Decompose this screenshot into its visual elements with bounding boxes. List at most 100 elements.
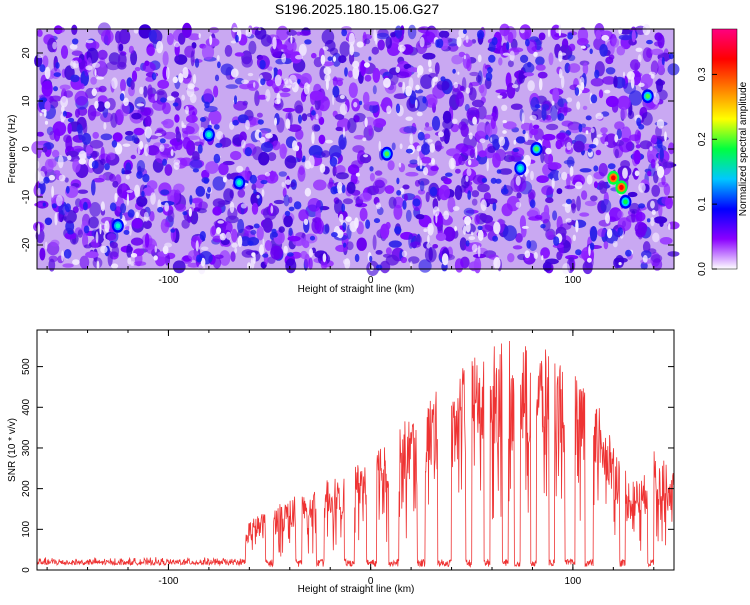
heatmap-cell <box>476 75 482 83</box>
heatmap-cell <box>593 181 598 189</box>
heatmap-cell <box>638 203 646 209</box>
heatmap-cell <box>262 217 273 233</box>
heatmap-cell <box>44 100 51 112</box>
heatmap-cell <box>173 162 180 170</box>
heatmap-cell <box>58 155 64 169</box>
heatmap-cell <box>67 117 75 123</box>
heatmap-cell <box>143 85 148 98</box>
heatmap-cell <box>607 163 616 170</box>
heatmap-cell <box>270 245 283 260</box>
heatmap-cell <box>122 143 131 147</box>
heatmap-cell <box>220 63 234 76</box>
heatmap-cell <box>120 79 126 92</box>
heatmap-cell <box>414 99 418 109</box>
heatmap-cell <box>274 117 277 126</box>
heatmap-cell <box>281 87 291 93</box>
heatmap-cell <box>519 24 532 40</box>
heatmap-cell <box>486 158 489 172</box>
heatmap-cell <box>415 84 420 91</box>
heatmap-cell <box>352 60 360 69</box>
heatmap-cell <box>311 131 315 144</box>
heatmap-cell <box>245 27 252 37</box>
heatmap-cell <box>575 219 579 233</box>
heatmap-cell <box>571 203 576 214</box>
heatmap-cell <box>461 145 475 156</box>
heatmap-cell <box>189 159 203 170</box>
heatmap-cell <box>339 103 348 116</box>
heatmap-cell <box>285 258 297 274</box>
heatmap-cell <box>559 52 567 56</box>
heatmap-cell <box>595 112 604 120</box>
heatmap-cell <box>467 190 472 200</box>
heatmap-cell <box>164 202 170 212</box>
heatmap-cell <box>419 180 425 192</box>
heatmap-cell <box>579 168 592 173</box>
heatmap-cell <box>468 87 477 101</box>
heatmap-cell <box>566 141 572 151</box>
heatmap-cell <box>458 155 466 166</box>
heatmap-cell <box>331 232 338 238</box>
heatmap-cell <box>535 64 546 71</box>
heatmap-cell <box>491 37 498 46</box>
heatmap-cell <box>651 134 658 144</box>
heatmap-cell <box>391 142 396 151</box>
heatmap-cell <box>70 74 80 83</box>
heatmap-cell <box>162 245 169 255</box>
colorbar-tick-label: 0.1 <box>697 197 708 211</box>
heatmap-cell <box>502 52 510 56</box>
heatmap-cell <box>86 39 94 44</box>
heatmap-cell <box>152 99 167 111</box>
heatmap-cell <box>117 61 127 70</box>
heatmap-cell <box>664 131 667 142</box>
heatmap-cell <box>429 143 436 153</box>
heatmap-cell <box>248 40 257 55</box>
heatmap-cell <box>107 250 113 267</box>
heatmap-cell <box>54 26 65 34</box>
colorbar-tick-label: 0.0 <box>697 262 708 276</box>
heatmap-cell <box>389 35 399 48</box>
heatmap-cell <box>279 143 287 159</box>
heatmap-cell <box>611 38 620 48</box>
heatmap-cell <box>146 145 160 156</box>
heatmap-cell <box>118 43 124 52</box>
heatmap-cell <box>51 203 57 209</box>
heatmap-cell <box>157 206 164 213</box>
heatmap-cell <box>506 195 520 212</box>
heatmap-cell <box>573 140 585 153</box>
heatmap-cell <box>216 227 222 235</box>
heatmap-cell <box>231 228 238 243</box>
heatmap-cell <box>356 237 367 251</box>
heatmap-cell <box>488 54 496 63</box>
heatmap-cell <box>596 134 603 138</box>
heatmap-cell <box>352 145 365 153</box>
y-tick-label: 0 <box>21 146 32 152</box>
heatmap-cell <box>148 29 157 42</box>
heatmap-cell <box>452 206 460 211</box>
heatmap-cell <box>156 40 164 54</box>
heatmap-cell <box>508 155 522 162</box>
heatmap-cell <box>253 189 257 195</box>
heatmap-cell <box>248 117 261 126</box>
heatmap-cell <box>604 89 611 94</box>
heatmap-cell <box>195 186 206 197</box>
heatmap-cell <box>502 130 507 134</box>
heatmap-cell <box>136 103 145 107</box>
heatmap-cell <box>274 74 282 87</box>
heatmap-cell <box>427 234 430 244</box>
heatmap-cell <box>112 180 119 188</box>
heatmap-cell <box>520 28 525 34</box>
heatmap-cell <box>100 158 106 165</box>
heatmap-hotspot <box>518 165 523 171</box>
heatmap-cell <box>668 223 671 230</box>
heatmap-cell <box>237 189 246 198</box>
heatmap-cell <box>595 29 602 40</box>
heatmap-cell <box>327 56 333 61</box>
heatmap-cell <box>298 165 305 176</box>
heatmap-cell <box>100 29 114 44</box>
spectrogram-x-ticks: -100 0 100 <box>46 29 655 286</box>
heatmap-cell <box>642 47 653 62</box>
heatmap-cell <box>278 171 287 177</box>
heatmap-cell <box>491 112 496 117</box>
heatmap-cell <box>332 85 340 98</box>
